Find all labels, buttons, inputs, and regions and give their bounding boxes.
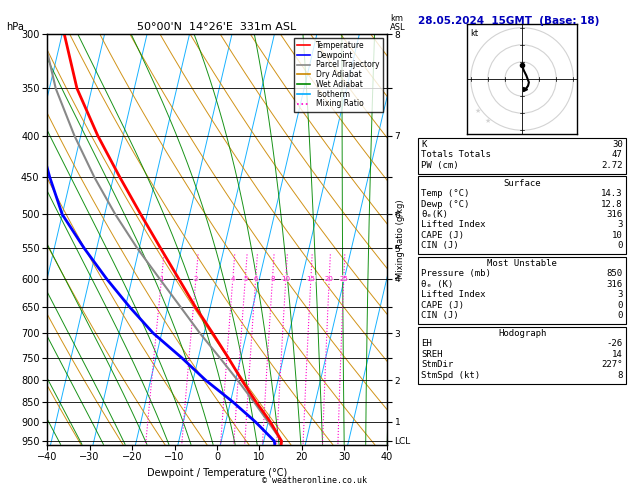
Text: Surface: Surface: [503, 179, 541, 188]
Text: 0: 0: [617, 301, 623, 310]
Text: EH: EH: [421, 340, 432, 348]
Text: K: K: [421, 140, 427, 149]
Text: 12.8: 12.8: [601, 199, 623, 208]
Text: 10: 10: [612, 231, 623, 240]
Text: 14.3: 14.3: [601, 189, 623, 198]
Text: 316: 316: [606, 280, 623, 289]
X-axis label: Dewpoint / Temperature (°C): Dewpoint / Temperature (°C): [147, 468, 287, 478]
Text: 0: 0: [617, 312, 623, 320]
Text: θₑ (K): θₑ (K): [421, 280, 454, 289]
Text: 14: 14: [612, 350, 623, 359]
Text: 2.72: 2.72: [601, 161, 623, 170]
Text: θₑ(K): θₑ(K): [421, 210, 448, 219]
Text: 8: 8: [617, 371, 623, 380]
Text: 28.05.2024  15GMT  (Base: 18): 28.05.2024 15GMT (Base: 18): [418, 16, 599, 26]
Text: © weatheronline.co.uk: © weatheronline.co.uk: [262, 476, 367, 485]
Text: Temp (°C): Temp (°C): [421, 189, 470, 198]
Text: 30: 30: [612, 140, 623, 149]
Text: Lifted Index: Lifted Index: [421, 220, 486, 229]
Text: 3: 3: [617, 220, 623, 229]
Text: 6: 6: [253, 276, 258, 282]
Text: Totals Totals: Totals Totals: [421, 151, 491, 159]
Text: 47: 47: [612, 151, 623, 159]
Text: 5: 5: [243, 276, 247, 282]
Text: 850: 850: [606, 269, 623, 278]
Text: 1: 1: [159, 276, 164, 282]
Text: CAPE (J): CAPE (J): [421, 301, 464, 310]
Text: 227°: 227°: [601, 361, 623, 369]
Text: 25: 25: [340, 276, 348, 282]
Text: 10: 10: [281, 276, 291, 282]
Text: StmDir: StmDir: [421, 361, 454, 369]
Text: 0: 0: [617, 241, 623, 250]
Text: CAPE (J): CAPE (J): [421, 231, 464, 240]
Text: Mixing Ratio (g/kg): Mixing Ratio (g/kg): [396, 200, 405, 279]
Text: 20: 20: [325, 276, 333, 282]
Text: Dewp (°C): Dewp (°C): [421, 199, 470, 208]
Text: StmSpd (kt): StmSpd (kt): [421, 371, 481, 380]
Text: 3: 3: [617, 291, 623, 299]
Text: km
ASL: km ASL: [390, 14, 406, 32]
Text: SREH: SREH: [421, 350, 443, 359]
Text: 15: 15: [306, 276, 315, 282]
Text: CIN (J): CIN (J): [421, 241, 459, 250]
Text: 8: 8: [270, 276, 275, 282]
Text: PW (cm): PW (cm): [421, 161, 459, 170]
Text: -26: -26: [606, 340, 623, 348]
Title: 50°00'N  14°26'E  331m ASL: 50°00'N 14°26'E 331m ASL: [137, 22, 297, 32]
Legend: Temperature, Dewpoint, Parcel Trajectory, Dry Adiabat, Wet Adiabat, Isotherm, Mi: Temperature, Dewpoint, Parcel Trajectory…: [294, 38, 383, 111]
Text: hPa: hPa: [6, 21, 24, 32]
Text: Hodograph: Hodograph: [498, 329, 546, 338]
Text: Lifted Index: Lifted Index: [421, 291, 486, 299]
Text: Most Unstable: Most Unstable: [487, 259, 557, 268]
Text: ★: ★: [484, 119, 491, 124]
Text: CIN (J): CIN (J): [421, 312, 459, 320]
Text: 316: 316: [606, 210, 623, 219]
Text: kt: kt: [470, 29, 479, 38]
Text: 4: 4: [231, 276, 235, 282]
Text: ★: ★: [474, 108, 481, 114]
Text: Pressure (mb): Pressure (mb): [421, 269, 491, 278]
Text: 2: 2: [194, 276, 198, 282]
